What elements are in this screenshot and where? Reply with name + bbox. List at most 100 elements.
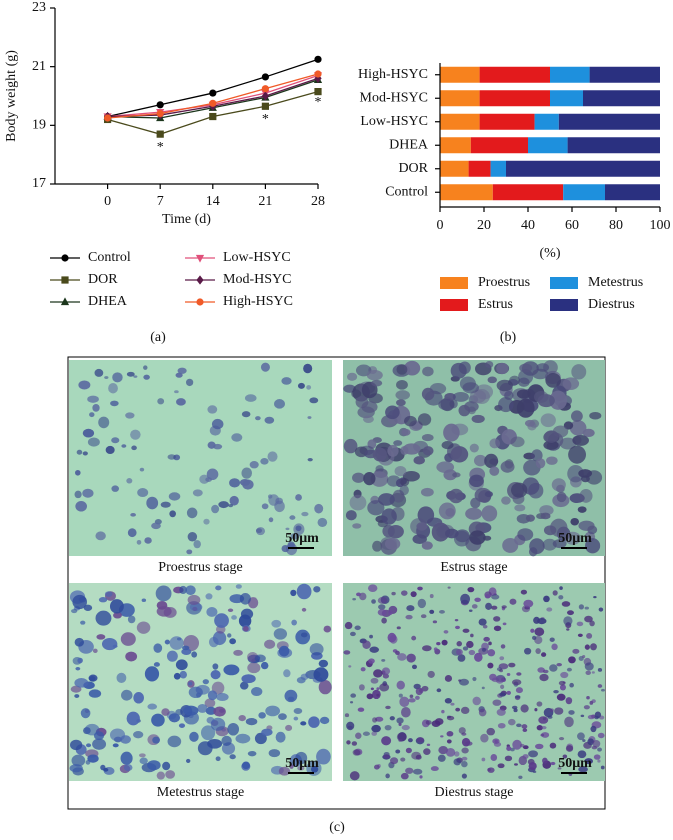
cell: [482, 624, 488, 629]
cell: [552, 590, 558, 596]
cell: [552, 539, 567, 549]
cell: [367, 584, 378, 593]
cell: [74, 678, 89, 688]
cell: [104, 591, 113, 597]
cell: [543, 360, 558, 375]
series-line: [107, 90, 319, 135]
cell: [600, 765, 605, 770]
cell: [191, 651, 198, 658]
x-tick-label: 21: [258, 194, 272, 209]
cell: [467, 587, 475, 593]
cell: [508, 718, 516, 726]
cell: [162, 761, 171, 771]
cell: [556, 693, 566, 701]
cell: [297, 765, 305, 771]
marker: [196, 298, 204, 306]
cell: [484, 453, 499, 469]
cell: [239, 681, 249, 690]
bar-segment: [479, 90, 550, 107]
cell: [591, 671, 595, 674]
cell: [429, 609, 435, 614]
cell: [179, 585, 187, 595]
micrograph-caption: Estrus stage: [440, 560, 507, 575]
cell: [116, 672, 127, 683]
cell: [541, 652, 547, 657]
bar-segment: [550, 66, 590, 83]
cell: [504, 755, 513, 762]
cell: [465, 741, 473, 746]
cell: [419, 775, 423, 779]
cell: [265, 705, 281, 717]
cell: [121, 444, 127, 448]
cell: [478, 618, 487, 626]
cell: [82, 451, 88, 456]
cell: [438, 399, 455, 411]
cell: [414, 695, 420, 700]
cell: [558, 736, 565, 741]
cell: [519, 363, 533, 373]
cell: [110, 400, 119, 407]
cell: [560, 671, 569, 679]
cell: [396, 680, 405, 690]
cell: [355, 732, 362, 739]
bar-segment: [528, 137, 568, 154]
legend-swatch: [550, 299, 578, 311]
cell: [376, 687, 380, 691]
cell: [370, 471, 389, 487]
cell: [156, 771, 165, 780]
cell: [349, 494, 367, 511]
cell: [584, 615, 593, 623]
bar-segment: [440, 90, 480, 107]
cell: [197, 703, 208, 713]
cell: [459, 678, 469, 686]
cell: [462, 646, 469, 651]
cell: [95, 610, 112, 626]
cell: [590, 643, 597, 651]
cell: [204, 698, 216, 708]
cell: [521, 724, 528, 729]
cell: [451, 423, 469, 436]
cell: [420, 487, 434, 497]
cell: [260, 458, 269, 465]
cell: [549, 664, 558, 672]
cell: [381, 617, 387, 624]
cell: [439, 610, 445, 614]
cell: [300, 632, 308, 638]
cell: [492, 699, 502, 706]
cell: [205, 593, 213, 600]
cell: [444, 698, 452, 704]
cell: [446, 715, 455, 721]
cell: [456, 648, 463, 656]
cell: [238, 715, 246, 722]
cell: [223, 664, 240, 676]
cell: [396, 626, 401, 630]
y-tick-label: DHEA: [389, 137, 429, 152]
x-tick-label: 28: [311, 194, 325, 209]
cell: [549, 637, 555, 642]
cell: [306, 385, 312, 390]
cell: [309, 643, 324, 656]
cell: [487, 768, 491, 772]
cell: [346, 721, 355, 731]
cell: [235, 584, 242, 589]
cell: [75, 501, 88, 512]
cell: [130, 512, 136, 517]
marker: [61, 254, 69, 262]
x-axis-label: (%): [540, 246, 561, 261]
cell: [208, 636, 219, 648]
cell: [307, 457, 313, 462]
cell: [485, 602, 492, 610]
legend-swatch: [440, 299, 468, 311]
cell: [461, 773, 467, 779]
cell: [176, 398, 186, 406]
cell: [366, 693, 374, 700]
cell: [157, 398, 165, 405]
cell: [540, 413, 556, 428]
cell: [401, 428, 411, 436]
cell: [285, 527, 290, 531]
cell: [399, 696, 410, 708]
cell: [274, 399, 285, 409]
cell: [348, 665, 352, 668]
cell: [500, 644, 506, 649]
